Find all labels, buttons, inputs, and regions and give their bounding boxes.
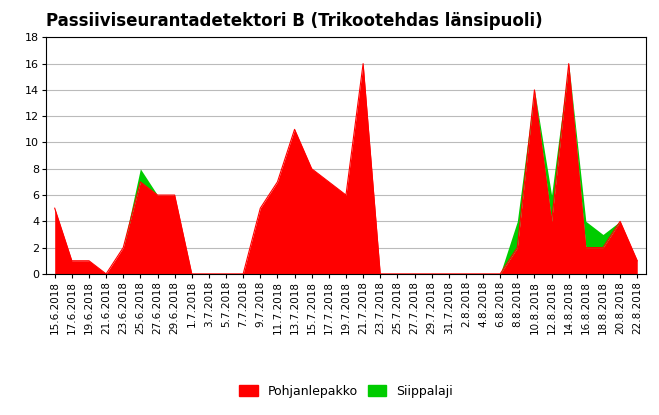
Legend: Pohjanlepakko, Siippalaji: Pohjanlepakko, Siippalaji [234,379,458,403]
Text: Passiiviseurantadetektori B (Trikootehdas länsipuoli): Passiiviseurantadetektori B (Trikootehda… [46,12,543,30]
